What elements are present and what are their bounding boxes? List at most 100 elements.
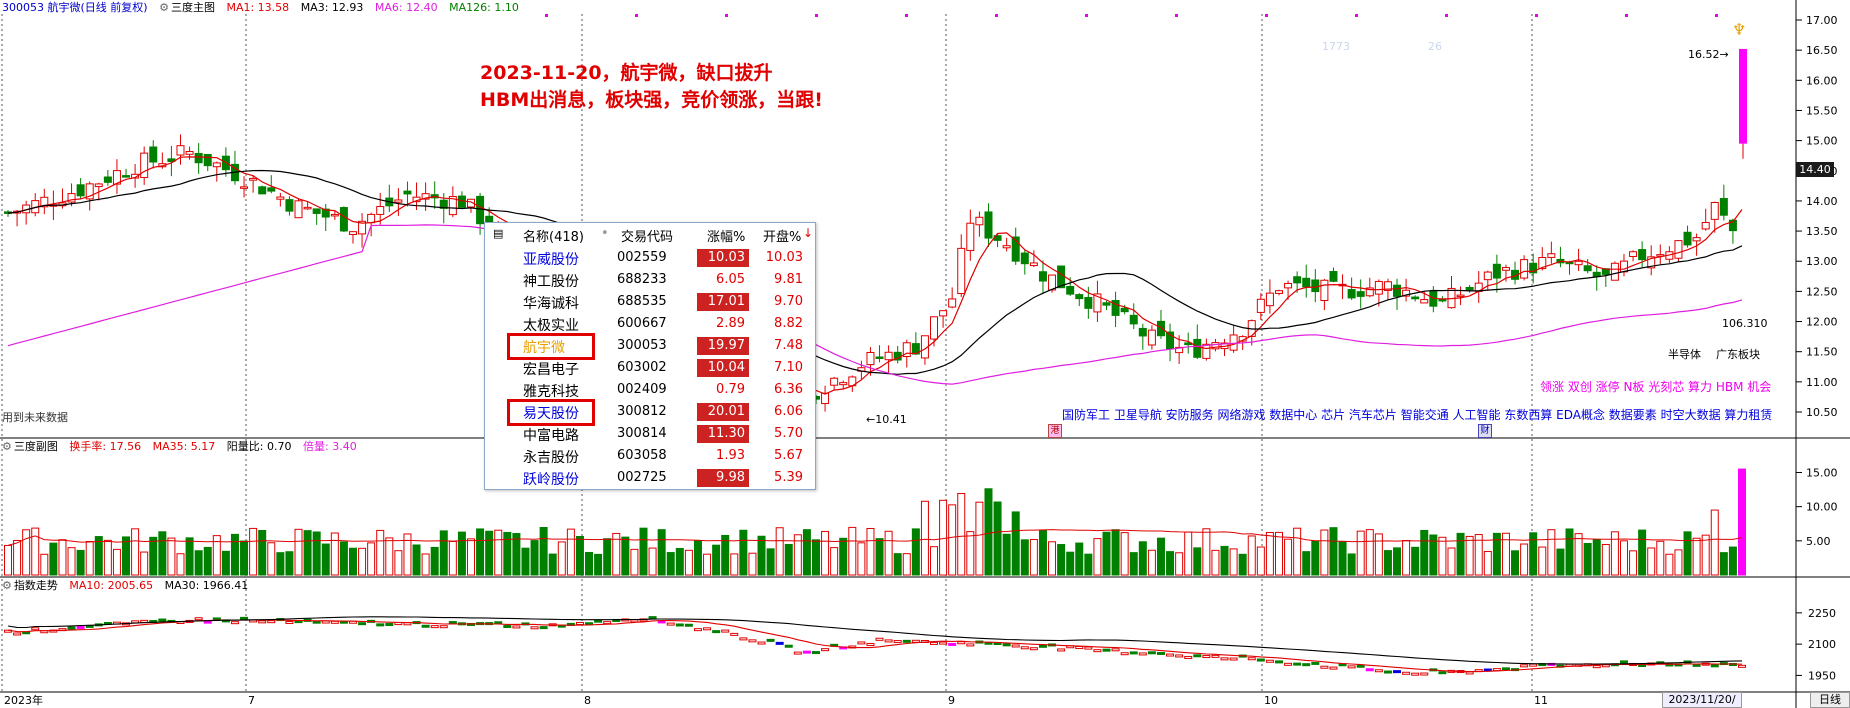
sub-chart-header: ⚙ 三度副图 换手率: 17.56 MA35: 5.17 阳量比: 0.70 倍量… [2,440,365,454]
sector-ranking-popup[interactable]: ▤ 名称(418) • 交易代码 涨幅% 开盘% ↓ 亚威股份 002559 10.… [484,222,816,490]
popup-row[interactable]: 永吉股份 603058 1.93 5.67 [485,445,815,467]
volume-bar [712,544,721,576]
volume-bar [821,530,830,576]
candle-body [1302,277,1311,288]
stock-name[interactable]: 宏昌电子 [523,362,579,378]
event-marker-icon[interactable]: 港 [1048,424,1062,438]
popup-row[interactable]: 华海诚科 688535 17.01 9.70 [485,291,815,313]
indicator-name[interactable]: 三度主图 [170,1,215,14]
stock-name[interactable]: 跃岭股份 [523,472,579,488]
candle-body [67,193,76,203]
candle-body [1583,265,1592,272]
top-marker [815,14,818,17]
index-candle [539,626,548,630]
candle-body [1084,296,1093,309]
candle-body [1692,237,1701,242]
popup-row[interactable]: 亚威股份 002559 10.03 10.03 [485,247,815,269]
volume-bar [485,530,494,576]
price-tick-label: 11.00 [1806,376,1838,389]
volume-bar [1738,468,1746,576]
stock-name[interactable]: 太极实业 [523,318,579,334]
candle-body [1402,289,1411,297]
candle-body [176,145,185,156]
volume-bar [839,537,848,576]
popup-row[interactable]: 易天股份 300812 20.01 6.06 [485,401,815,423]
index-candle [802,650,811,654]
settings-icon[interactable]: ⚙ [159,1,169,14]
sub-indicator-name[interactable]: 三度副图 [13,440,58,453]
popup-row[interactable]: 中富电路 300814 11.30 5.70 [485,423,815,445]
concept-tags-highlight[interactable]: 领涨 双创 涨停 N板 光刻芯 算力 HBM 机会 [1540,380,1772,394]
volume-bar [4,544,12,576]
concept-tags[interactable]: 国防军工 卫星导航 安防服务 网络游戏 数据中心 芯片 汽车芯片 智能交通 人工… [1062,408,1773,422]
header-name[interactable]: 名称(418) [523,230,584,245]
volume-bar [975,501,984,576]
volume-bar [902,553,911,576]
stock-name[interactable]: 易天股份 [523,406,579,422]
sector-label[interactable]: 半导体 [1668,348,1701,361]
index-candle [158,618,167,622]
index-indicator-name[interactable]: 指数走势 [13,579,58,592]
candle-body [1456,294,1465,298]
index-candle [76,625,85,629]
stock-code-name[interactable]: 300053 航宇微 [2,1,81,14]
popup-row[interactable]: 航宇微 300053 19.97 7.48 [485,335,815,357]
price-tick-label: 16.50 [1806,44,1838,57]
index-candle [957,641,966,645]
volume-bar [457,531,466,576]
volume-bar [1574,533,1583,576]
header-code[interactable]: 交易代码 [621,230,674,245]
volume-bar [1156,537,1165,576]
stock-name[interactable]: 永吉股份 [523,450,579,466]
current-date-tab[interactable]: 2023/11/20/一 [1662,692,1742,708]
volume-bar [185,537,194,576]
index-candle [1311,661,1320,665]
candle-body [1420,299,1429,304]
candle-body [1066,285,1075,295]
popup-row[interactable]: 跃岭股份 002725 9.98 5.39 [485,467,815,489]
candle-body [1193,338,1202,358]
volume-bar [1592,539,1601,576]
stock-name[interactable]: 神工股份 [523,274,579,290]
stock-name[interactable]: 华海诚科 [523,296,579,312]
volume-bar [1610,531,1619,576]
volume-bar [1184,531,1193,576]
popup-row[interactable]: 太极实业 600667 2.89 8.82 [485,313,815,335]
index-ma10-line [7,619,1743,673]
header-pct[interactable]: 涨幅% [707,230,746,245]
sort-desc-icon[interactable]: ↓ [803,226,814,240]
settings-icon[interactable]: ⚙ [2,579,12,592]
vol-tick-label: 5.00 [1806,535,1831,548]
candle-body [821,392,830,405]
open-pct: 5.70 [774,426,803,441]
index-candle [1293,662,1302,666]
popup-row[interactable]: 神工股份 688233 6.05 9.81 [485,269,815,291]
price-tick-label: 17.00 [1806,14,1838,27]
time-axis-label: 2023年 [4,693,43,707]
volume-bar [830,547,839,576]
index-candle [1420,672,1429,676]
volume-bar [1565,528,1574,576]
popup-row[interactable]: 宏昌电子 603002 10.04 7.10 [485,357,815,379]
candle-body [984,211,993,239]
board-label[interactable]: 广东板块 [1716,348,1760,361]
candle-body [267,187,276,192]
candle-body [85,183,94,200]
period-tab[interactable]: 日线 [1810,692,1850,708]
popup-row[interactable]: 雅克科技 002409 0.79 6.36 [485,379,815,401]
header-open[interactable]: 开盘% [763,230,802,245]
stock-name[interactable]: 雅克科技 [523,384,579,400]
stock-name[interactable]: 亚威股份 [523,252,579,268]
stock-name[interactable]: 航宇微 [523,340,565,356]
stock-name[interactable]: 中富电路 [523,428,579,444]
volume-bar [730,553,739,576]
settings-icon[interactable]: ⚙ [2,440,12,453]
volume-bar [1529,532,1538,576]
index-candle [648,616,657,620]
info-marker-icon[interactable]: 财 [1478,424,1492,438]
menu-icon[interactable]: ▤ [493,227,504,240]
volume-bar [648,547,657,576]
candle-body [240,186,249,189]
index-candle [1020,646,1029,650]
